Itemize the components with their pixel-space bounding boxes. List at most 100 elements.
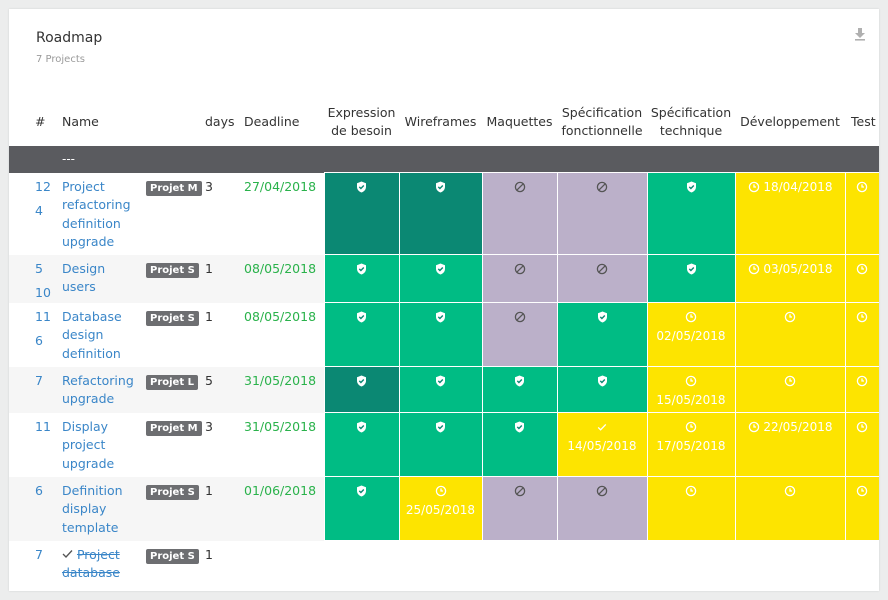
shield-check-icon bbox=[686, 262, 697, 276]
header-deadline[interactable]: Deadline bbox=[244, 113, 300, 129]
stage-cell[interactable] bbox=[844, 302, 879, 367]
header-days[interactable]: days bbox=[205, 113, 235, 129]
stage-cell bbox=[844, 540, 879, 587]
stage-cell[interactable] bbox=[646, 476, 736, 541]
stage-cell[interactable] bbox=[481, 366, 558, 413]
project-days: 3 bbox=[205, 418, 213, 434]
project-name-link[interactable]: Design users bbox=[62, 260, 106, 295]
project-name-link[interactable]: Project refactoring definition upgrade bbox=[62, 178, 131, 250]
stage-cell[interactable] bbox=[481, 412, 558, 477]
project-id-link[interactable]: 5 bbox=[35, 260, 43, 276]
stage-cell[interactable] bbox=[323, 172, 400, 255]
stage-cell[interactable] bbox=[323, 254, 400, 303]
stage-header-label: Wireframes bbox=[404, 113, 477, 129]
project-id-link[interactable]: 7 bbox=[35, 372, 43, 388]
stage-date: 25/05/2018 bbox=[405, 503, 476, 517]
stage-header-label: Spécification bbox=[561, 104, 643, 120]
project-ids: 7 bbox=[9, 366, 62, 413]
project-row: 11 Display project upgrade Projet M 3 31/05/… bbox=[9, 412, 879, 477]
project-id-link[interactable]: 10 bbox=[35, 285, 51, 300]
ban-icon bbox=[596, 262, 608, 276]
stage-date: 03/05/2018 bbox=[759, 262, 833, 276]
stage-cell[interactable]: 17/05/2018 bbox=[646, 412, 736, 477]
stage-cell[interactable]: 22/05/2018 bbox=[734, 412, 846, 477]
stage-cell[interactable]: 25/05/2018 bbox=[398, 476, 483, 541]
stage-cell[interactable] bbox=[556, 172, 648, 255]
ban-icon bbox=[514, 262, 526, 276]
stage-cell[interactable] bbox=[734, 476, 846, 541]
project-size-tag[interactable]: Projet L bbox=[146, 374, 198, 390]
stage-cell[interactable] bbox=[844, 412, 879, 477]
stage-cell[interactable] bbox=[844, 172, 879, 255]
project-id-link[interactable]: 4 bbox=[35, 203, 43, 218]
project-name-link[interactable]: Project database bbox=[62, 546, 120, 581]
project-size-tag[interactable]: Projet S bbox=[146, 310, 199, 326]
project-name-link[interactable]: Database design definition bbox=[62, 308, 122, 361]
stage-cell[interactable] bbox=[556, 254, 648, 303]
stage-cell[interactable] bbox=[844, 366, 879, 413]
stage-cell[interactable]: 18/04/2018 bbox=[734, 172, 846, 255]
clock-icon bbox=[784, 374, 796, 388]
stage-cell[interactable] bbox=[323, 302, 400, 367]
ban-icon bbox=[596, 484, 608, 498]
stage-cell[interactable] bbox=[556, 366, 648, 413]
project-name-cell: Refactoring upgrade bbox=[62, 366, 146, 413]
roadmap-table: # Name days Deadline Expression de besoin… bbox=[9, 97, 879, 587]
stage-cell[interactable] bbox=[734, 366, 846, 413]
stage-cell[interactable]: 15/05/2018 bbox=[646, 366, 736, 413]
header-name[interactable]: Name bbox=[62, 113, 99, 129]
stage-cell[interactable]: 14/05/2018 bbox=[556, 412, 648, 477]
check-icon bbox=[596, 420, 608, 434]
stage-cell[interactable] bbox=[323, 366, 400, 413]
stage-cell[interactable]: 03/05/2018 bbox=[734, 254, 846, 303]
stage-cell[interactable]: 02/05/2018 bbox=[646, 302, 736, 367]
stage-cell[interactable] bbox=[323, 476, 400, 541]
project-name-link[interactable]: Definition display template bbox=[62, 482, 123, 535]
project-size-cell: Projet S bbox=[146, 254, 205, 303]
shield-check-icon bbox=[356, 484, 367, 498]
stage-cell[interactable] bbox=[481, 476, 558, 541]
shield-check-icon bbox=[435, 262, 446, 276]
project-name-link[interactable]: Display project upgrade bbox=[62, 418, 115, 471]
ban-icon bbox=[596, 180, 608, 194]
project-name-cell: Database design definition bbox=[62, 303, 146, 367]
project-id-link[interactable]: 6 bbox=[35, 333, 43, 348]
download-icon[interactable] bbox=[853, 26, 867, 41]
stage-cell[interactable] bbox=[323, 412, 400, 477]
project-name-cell: Design users bbox=[62, 254, 146, 303]
stage-cell[interactable] bbox=[556, 476, 648, 541]
stage-cell[interactable] bbox=[844, 254, 879, 303]
stage-cell[interactable] bbox=[556, 302, 648, 367]
done-check-icon bbox=[62, 547, 77, 562]
stage-cell[interactable] bbox=[646, 172, 736, 255]
stage-cell[interactable] bbox=[398, 302, 483, 367]
shield-check-icon bbox=[597, 310, 608, 324]
project-size-tag[interactable]: Projet S bbox=[146, 262, 199, 278]
clock-icon bbox=[856, 420, 868, 434]
project-id-link[interactable]: 11 bbox=[35, 418, 51, 434]
project-ids: 7 bbox=[9, 541, 62, 587]
project-size-tag[interactable]: Projet S bbox=[146, 548, 199, 564]
stage-cell[interactable] bbox=[398, 254, 483, 303]
project-id-link[interactable]: 11 bbox=[35, 308, 51, 324]
stage-cell[interactable] bbox=[481, 302, 558, 367]
stage-cell[interactable] bbox=[481, 254, 558, 303]
stage-cell[interactable] bbox=[398, 366, 483, 413]
project-id-link[interactable]: 12 bbox=[35, 178, 51, 194]
stage-header-label: Spécification bbox=[650, 104, 732, 120]
project-size-tag[interactable]: Projet M bbox=[146, 180, 202, 196]
stage-cell[interactable] bbox=[734, 302, 846, 367]
stage-cell[interactable] bbox=[398, 172, 483, 255]
project-id-link[interactable]: 6 bbox=[35, 482, 43, 498]
stage-cell[interactable] bbox=[646, 254, 736, 303]
stage-cell bbox=[323, 540, 400, 587]
project-deadline bbox=[244, 541, 324, 587]
stage-cell[interactable] bbox=[844, 476, 879, 541]
stage-cell[interactable] bbox=[398, 412, 483, 477]
project-id-link[interactable]: 7 bbox=[35, 546, 43, 562]
project-name-link[interactable]: Refactoring upgrade bbox=[62, 372, 134, 407]
project-size-tag[interactable]: Projet M bbox=[146, 420, 202, 436]
stage-cell[interactable] bbox=[481, 172, 558, 255]
stage-header-label: technique bbox=[659, 122, 723, 138]
project-size-tag[interactable]: Projet S bbox=[146, 484, 199, 500]
